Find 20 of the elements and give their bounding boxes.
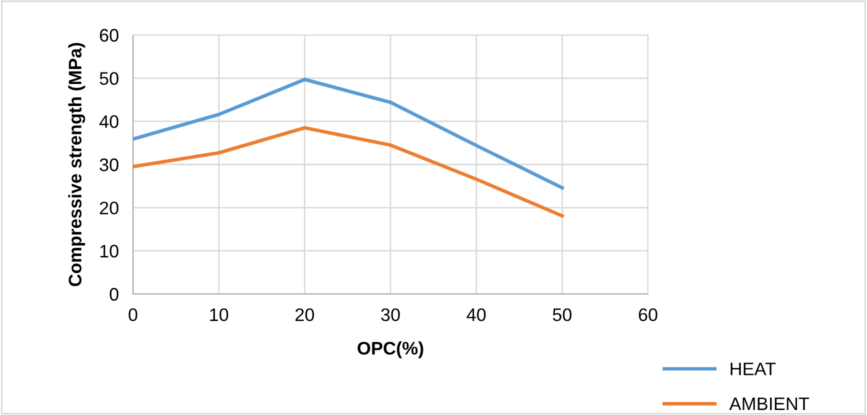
x-tick-label: 20 — [296, 308, 314, 322]
x-tick-label: 0 — [128, 308, 138, 322]
y-tick-label: 0 — [110, 288, 118, 301]
y-tick-label: 30 — [100, 158, 118, 172]
x-tick-label: 50 — [552, 308, 572, 322]
y-axis-title: Compressive strength (MPa) — [68, 42, 86, 286]
line-series — [133, 126, 564, 218]
x-axis-title: OPC(%) — [358, 341, 424, 358]
y-tick-label: 10 — [100, 244, 118, 258]
legend-label: AMBIENT — [729, 398, 810, 410]
y-tick-label: 60 — [100, 28, 118, 42]
x-tick-label: 10 — [210, 308, 228, 322]
x-tick-label: 60 — [638, 308, 658, 322]
x-tick-label: 40 — [466, 308, 486, 322]
y-tick-label: 40 — [99, 115, 118, 128]
line-series — [133, 78, 564, 190]
x-tick-label: 30 — [381, 308, 400, 322]
y-tick-label: 20 — [100, 202, 118, 214]
y-tick-label: 50 — [100, 72, 118, 85]
legend-label: HEAT — [730, 362, 776, 376]
